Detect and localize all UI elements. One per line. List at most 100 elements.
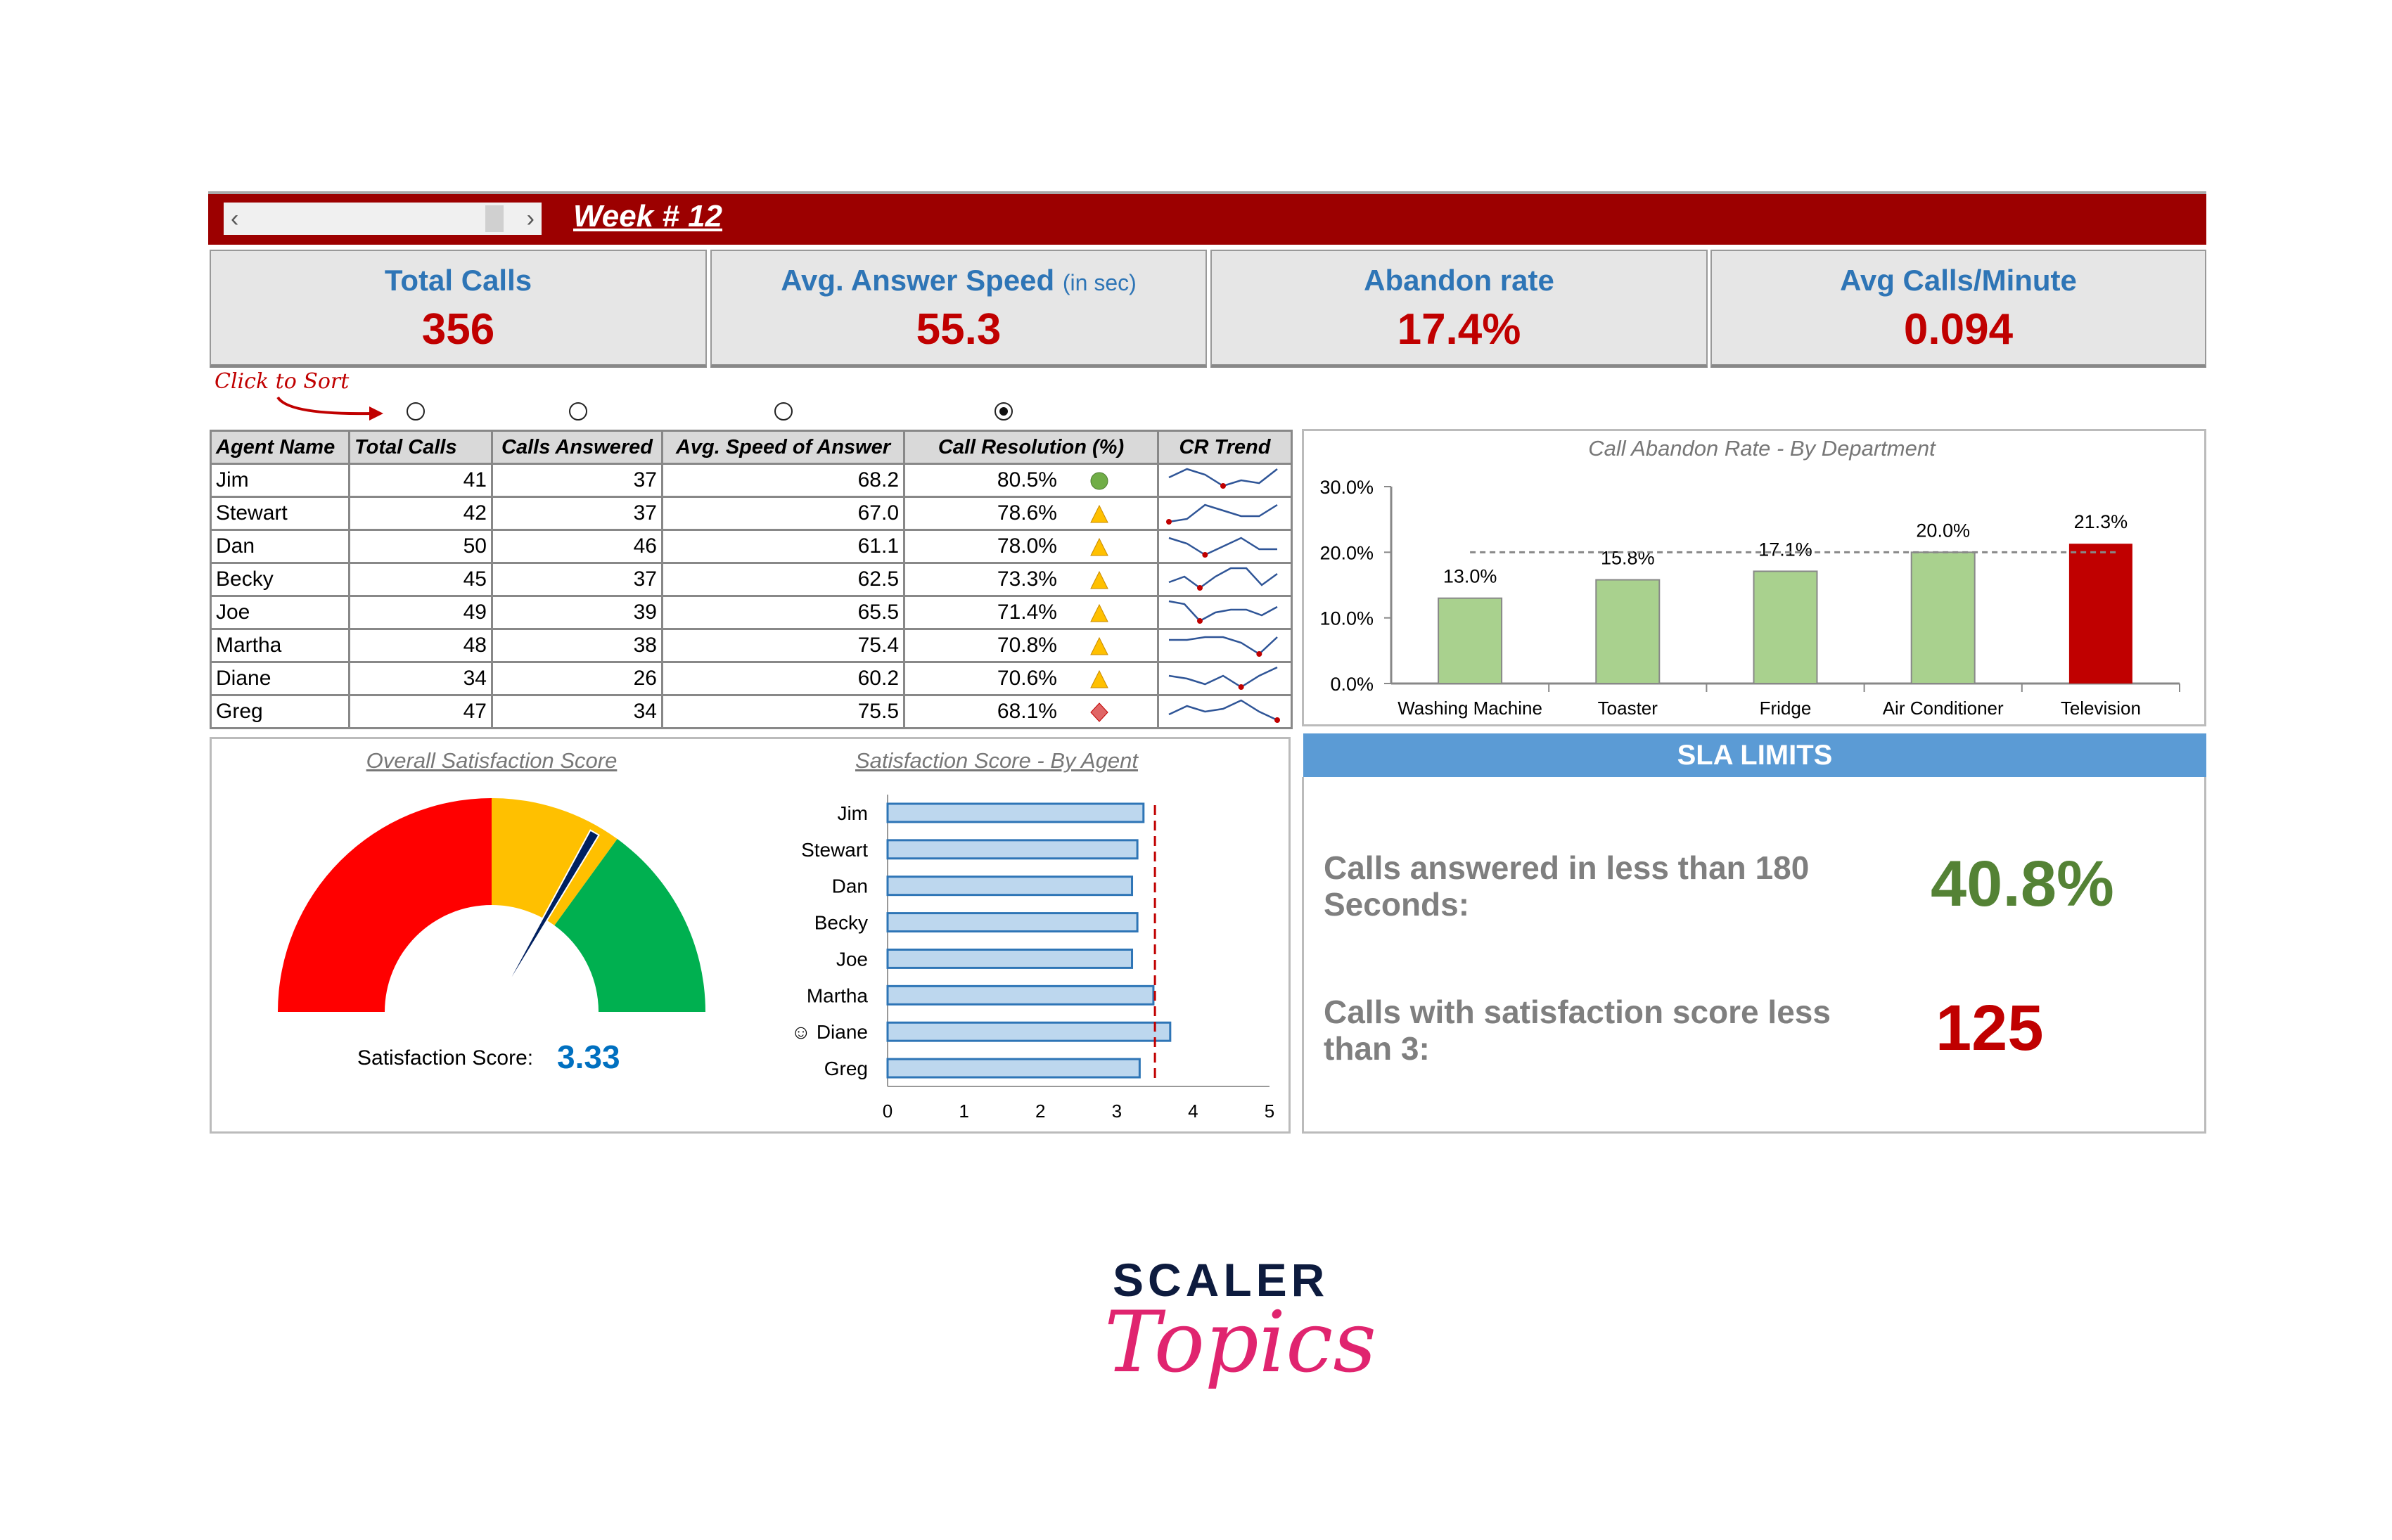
cr-value: 80.5% (997, 468, 1057, 492)
y-tick-label: 30.0% (1319, 477, 1374, 498)
cell-cr: 70.8% (903, 628, 1159, 663)
kpi-total-calls: Total Calls 356 (210, 250, 707, 368)
y-tick-label: ☺ Diane (791, 1021, 868, 1043)
kpi-value: 17.4% (1397, 305, 1521, 354)
y-tick-label: Stewart (801, 839, 868, 861)
cell-cr-trend (1157, 694, 1293, 729)
kpi-avg-calls-minute: Avg Calls/Minute 0.094 (1710, 250, 2206, 368)
data-label: 20.0% (1916, 520, 1970, 541)
table-row: Jim 41 37 68.2 80.5% (210, 463, 1293, 498)
cell-answered: 37 (491, 562, 663, 597)
cell-name: Stewart (210, 496, 350, 531)
bar (1595, 579, 1661, 684)
sla-label-answered: Calls answered in less than 180 Seconds: (1324, 849, 1810, 923)
scroll-thumb[interactable] (485, 205, 504, 232)
x-tick-label: 4 (1188, 1101, 1198, 1122)
arrow-icon (276, 396, 383, 421)
kpi-title: Avg Calls/Minute (1840, 264, 2077, 297)
table-row: Greg 47 34 75.5 68.1% (210, 694, 1293, 729)
cell-name: Joe (210, 595, 350, 630)
yellow-triangle-icon (1090, 570, 1108, 589)
table-row: Martha 48 38 75.4 70.8% (210, 628, 1293, 663)
sla-value-answered: 40.8% (1931, 848, 2114, 920)
y-tick-label: Becky (814, 912, 868, 934)
scroll-left-button[interactable]: ‹ (231, 205, 239, 232)
cell-speed: 75.4 (661, 628, 905, 663)
week-label: Week # 12 (573, 199, 723, 233)
cell-name: Diane (210, 661, 350, 696)
logo-topics: Topics (1104, 1294, 1376, 1392)
satisfaction-gauge (278, 798, 705, 1012)
y-tick-label: Jim (837, 802, 868, 824)
cell-answered: 26 (491, 661, 663, 696)
y-tick-label: 0.0% (1330, 674, 1374, 695)
cell-answered: 46 (491, 529, 663, 564)
sparkline-line (1168, 699, 1278, 721)
gauge-band (278, 798, 492, 1012)
cell-name: Jim (210, 463, 350, 498)
cell-cr: 78.0% (903, 529, 1159, 564)
bar (886, 912, 1139, 933)
cell-cr-trend (1157, 562, 1293, 597)
kpi-title: Abandon rate (1364, 264, 1554, 297)
agent-score-title: Satisfaction Score - By Agent (855, 748, 1139, 773)
cell-cr-trend (1157, 661, 1293, 696)
sla-value-satisfaction: 125 (1936, 992, 2044, 1064)
sparkline (1168, 600, 1278, 624)
x-tick-label: Fridge (1760, 698, 1812, 719)
sparkline-low-point (1238, 684, 1244, 690)
cell-cr-trend (1157, 595, 1293, 630)
yellow-triangle-icon (1090, 504, 1108, 523)
yellow-triangle-icon (1090, 603, 1108, 622)
data-label: 17.1% (1758, 539, 1812, 560)
cell-speed: 62.5 (661, 562, 905, 597)
sparkline-low-point (1166, 519, 1172, 525)
cr-value: 78.6% (997, 501, 1057, 525)
cell-name: Dan (210, 529, 350, 564)
kpi-unit: (in sec) (1062, 270, 1137, 295)
sparkline (1169, 636, 1278, 657)
y-tick-label: Martha (807, 984, 869, 1006)
x-tick-label: 1 (959, 1101, 968, 1122)
yellow-triangle-icon (1090, 636, 1108, 655)
kpi-title: Total Calls (384, 264, 532, 297)
sparkline-low-point (1274, 717, 1280, 723)
cell-name: Martha (210, 628, 350, 663)
sparkline (1166, 503, 1278, 525)
sort-radio-calls-answered[interactable] (569, 402, 587, 421)
cell-total: 47 (348, 694, 493, 729)
abandon-rate-chart: Call Abandon Rate - By Department 0.0% 10.… (1319, 436, 2180, 719)
table-row: Diane 34 26 60.2 70.6% (210, 661, 1293, 696)
week-scrollbar[interactable]: ‹ › (224, 203, 542, 235)
sla-panel (1302, 777, 2206, 1134)
sort-radio-avg-speed[interactable] (774, 402, 793, 421)
x-tick-label: Air Conditioner (1883, 698, 2004, 719)
kpi-value: 55.3 (916, 305, 1002, 354)
bar (886, 984, 1155, 1006)
bar (886, 948, 1134, 969)
bar (886, 839, 1139, 860)
sparkline-line (1168, 503, 1278, 523)
gauge-needle (497, 829, 600, 1001)
bar (1438, 597, 1503, 685)
x-tick-label: 2 (1035, 1101, 1045, 1122)
sparkline-low-point (1220, 483, 1226, 489)
data-label: 13.0% (1443, 566, 1497, 587)
cell-speed: 61.1 (661, 529, 905, 564)
col-call-resolution: Call Resolution (%) (903, 430, 1159, 465)
x-tick-label: 0 (883, 1101, 893, 1122)
y-tick-label: Joe (836, 948, 868, 970)
scroll-right-button[interactable]: › (526, 205, 535, 232)
sparkline-low-point (1197, 618, 1203, 624)
sort-radio-call-resolution[interactable] (994, 402, 1013, 421)
kpi-abandon-rate: Abandon rate 17.4% (1210, 250, 1708, 368)
sort-radio-total-calls[interactable] (407, 402, 425, 421)
cr-value: 73.3% (997, 567, 1057, 591)
cell-cr: 78.6% (903, 496, 1159, 531)
cell-cr: 71.4% (903, 595, 1159, 630)
sparkline-line (1168, 567, 1278, 589)
cell-answered: 38 (491, 628, 663, 663)
bar (886, 802, 1145, 823)
bar (1753, 570, 1818, 685)
cell-answered: 39 (491, 595, 663, 630)
